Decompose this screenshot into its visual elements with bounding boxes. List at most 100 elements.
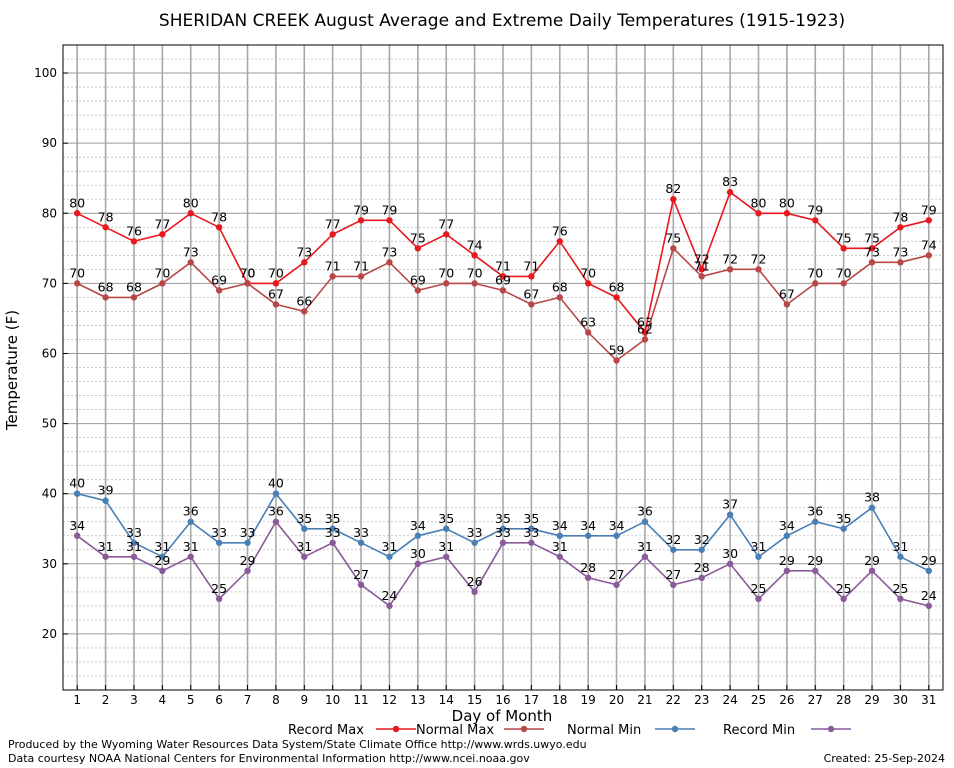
x-tick-label: 27	[808, 693, 823, 707]
legend-item-record-min: Record Min	[723, 723, 851, 738]
data-label-record-max: 79	[921, 202, 937, 217]
data-point-record-max	[329, 231, 336, 238]
data-label-normal-min: 31	[381, 539, 397, 554]
data-point-record-min	[499, 539, 507, 546]
data-label-normal-max: 70	[240, 265, 256, 280]
data-label-normal-max: 63	[580, 314, 596, 329]
x-tick-label: 2	[102, 693, 110, 707]
data-label-record-max: 79	[807, 202, 823, 217]
data-point-normal-min	[301, 525, 308, 532]
data-label-normal-max: 70	[836, 265, 852, 280]
data-label-normal-max: 69	[211, 272, 227, 287]
data-point-record-max	[73, 210, 81, 217]
data-label-record-min: 25	[751, 581, 767, 596]
data-label-record-min: 29	[807, 553, 823, 568]
data-label-normal-min: 40	[268, 476, 284, 491]
data-label-record-max: 76	[552, 223, 568, 238]
data-label-normal-max: 70	[154, 265, 170, 280]
data-label-record-max: 80	[69, 195, 85, 210]
x-tick-label: 11	[353, 693, 368, 707]
data-label-normal-min: 37	[722, 497, 738, 512]
data-label-normal-min: 35	[296, 511, 312, 526]
data-label-normal-min: 36	[183, 504, 199, 519]
data-point-normal-max	[783, 301, 791, 308]
data-point-normal-min	[272, 490, 280, 497]
data-label-normal-min: 33	[126, 525, 142, 540]
plot-frame	[62, 44, 944, 691]
data-label-normal-max: 73	[381, 244, 397, 259]
data-label-record-min: 31	[126, 539, 142, 554]
data-point-normal-max	[357, 273, 365, 280]
data-label-normal-max: 70	[438, 265, 454, 280]
data-label-normal-min: 29	[921, 553, 937, 568]
data-label-normal-max: 67	[268, 286, 284, 301]
legend-label-record-min: Record Min	[723, 723, 795, 738]
data-label-record-min: 29	[154, 553, 170, 568]
data-point-normal-max	[272, 301, 280, 308]
data-label-normal-max: 73	[183, 244, 199, 259]
data-label-record-min: 25	[892, 581, 908, 596]
data-point-record-max	[812, 217, 819, 224]
data-label-normal-max: 68	[126, 279, 142, 294]
x-tick-label: 26	[779, 693, 794, 707]
data-point-record-max	[868, 245, 876, 252]
data-point-record-min	[414, 560, 422, 568]
data-label-normal-min: 36	[807, 504, 823, 519]
data-label-record-max: 78	[892, 209, 908, 224]
data-point-record-max	[215, 224, 223, 231]
data-point-normal-min	[102, 497, 109, 504]
x-tick-label: 19	[581, 693, 596, 707]
y-tick-label: 80	[42, 206, 57, 220]
x-tick-label: 16	[495, 693, 510, 707]
data-label-record-max: 70	[580, 265, 596, 280]
data-point-normal-min	[698, 546, 705, 553]
data-label-normal-min: 34	[410, 518, 426, 533]
data-label-record-max: 80	[751, 195, 767, 210]
data-label-record-max: 79	[353, 202, 369, 217]
data-label-normal-max: 62	[637, 321, 653, 336]
x-tick-label: 15	[467, 693, 482, 707]
data-point-record-min	[641, 553, 649, 560]
data-point-normal-max	[755, 266, 762, 273]
data-point-normal-max	[726, 266, 734, 273]
data-point-normal-min	[187, 518, 194, 525]
data-label-normal-min: 35	[325, 511, 341, 526]
data-point-normal-min	[443, 525, 450, 532]
data-point-normal-max	[73, 280, 81, 287]
data-label-record-max: 75	[410, 230, 426, 245]
x-tick-label: 25	[751, 693, 766, 707]
data-point-record-min	[130, 553, 138, 560]
y-tick-label: 40	[42, 487, 57, 501]
data-point-record-min	[840, 595, 847, 603]
data-label-record-max: 76	[126, 223, 142, 238]
data-point-record-max	[528, 273, 535, 280]
data-label-record-max: 75	[864, 230, 880, 245]
data-label-normal-min: 38	[864, 490, 880, 505]
data-label-record-min: 27	[665, 567, 681, 582]
data-label-record-min: 29	[240, 553, 256, 568]
data-point-record-max	[556, 238, 563, 245]
data-point-normal-max	[584, 329, 592, 336]
series-normal-max: 70 68 68 70 73 69 70 67 66 71 71 73 69 70 70 69 67 68 63 59…	[69, 230, 937, 364]
data-point-record-max	[670, 196, 677, 203]
data-point-normal-max	[925, 252, 933, 259]
data-point-normal-max	[897, 259, 904, 266]
data-label-normal-min: 39	[98, 483, 114, 498]
footer-courtesy: Data courtesy NOAA National Centers for …	[8, 752, 530, 765]
data-point-normal-min	[471, 539, 478, 546]
data-point-record-min	[301, 553, 308, 560]
data-point-normal-min	[641, 518, 649, 525]
data-label-normal-min: 33	[240, 525, 256, 540]
y-tick-label: 70	[42, 276, 57, 290]
legend-swatch-marker-record-min	[827, 725, 835, 733]
data-point-normal-max	[499, 287, 507, 294]
data-label-normal-min: 34	[779, 518, 795, 533]
legend-swatch-marker-record-max	[392, 725, 400, 733]
data-label-record-min: 28	[694, 560, 710, 575]
data-label-normal-max: 66	[296, 293, 312, 308]
data-label-record-min: 27	[353, 567, 369, 582]
data-label-record-max: 82	[665, 181, 681, 196]
data-label-normal-min: 32	[665, 532, 681, 547]
x-tick-label: 23	[694, 693, 709, 707]
